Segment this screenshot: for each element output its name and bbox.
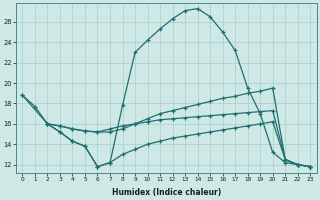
X-axis label: Humidex (Indice chaleur): Humidex (Indice chaleur)	[112, 188, 221, 197]
